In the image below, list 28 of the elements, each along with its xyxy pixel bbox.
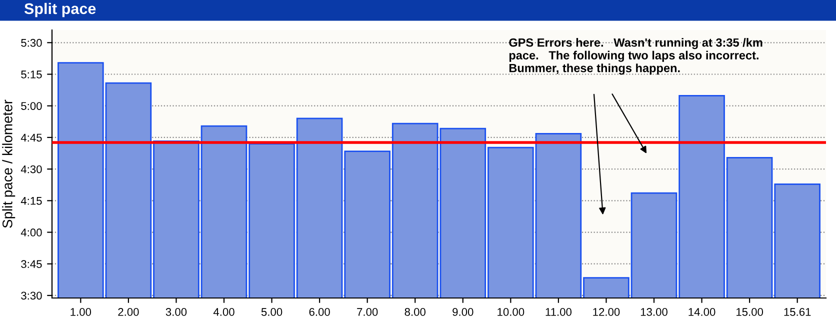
y-tick-label: 3:45 <box>21 260 42 268</box>
x-tick-label: 12.00 <box>593 308 620 316</box>
x-tick-label: 15.00 <box>736 308 764 316</box>
y-axis-title: Split pace / kilometer <box>2 100 16 228</box>
x-tick-label: 15.61 <box>784 308 811 316</box>
y-tick-label: 5:15 <box>21 70 42 78</box>
x-tick-label: 9.00 <box>452 308 474 316</box>
annotation: GPS Errors here. Wasn't running at 3:35 /km pace. The following two laps also incorrect. Bummer, these things happen. <box>509 38 762 75</box>
x-tick-label: 1.00 <box>70 308 92 316</box>
x-tick-label: 13.00 <box>640 308 668 316</box>
y-tick-label: 3:30 <box>21 292 42 300</box>
x-tick-label: 2.00 <box>118 308 139 316</box>
x-tick-label: 14.00 <box>688 308 716 316</box>
x-tick-label: 7.00 <box>357 308 378 316</box>
chart-title: Split pace <box>24 2 96 18</box>
y-tick-label: 5:00 <box>21 102 42 110</box>
x-tick-label: 3.00 <box>166 308 187 316</box>
x-tick-label: 8.00 <box>404 308 426 316</box>
y-tick-label: 5:30 <box>21 38 42 47</box>
x-tick-label: 4.00 <box>213 308 234 316</box>
x-tick-label: 10.00 <box>498 308 524 316</box>
y-tick-label: 4:30 <box>20 165 42 174</box>
y-tick-label: 4:15 <box>20 197 42 205</box>
y-tick-label: 4:00 <box>20 228 42 236</box>
x-tick-label: 6.00 <box>309 308 330 316</box>
x-tick-label: 11.00 <box>546 308 572 316</box>
x-tick-label: 5.00 <box>261 308 282 316</box>
y-tick-label: 4:45 <box>20 134 42 142</box>
